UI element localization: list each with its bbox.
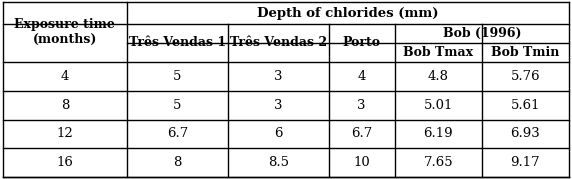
Text: 3: 3 [358, 99, 366, 112]
Text: Bob Tmax: Bob Tmax [403, 46, 474, 59]
Text: 6.7: 6.7 [166, 127, 188, 140]
Text: 4.8: 4.8 [428, 70, 449, 83]
Text: 8.5: 8.5 [268, 156, 289, 169]
Text: 5.61: 5.61 [511, 99, 540, 112]
Text: 4: 4 [61, 70, 69, 83]
Text: 8: 8 [61, 99, 69, 112]
Text: 6.93: 6.93 [511, 127, 541, 140]
Text: Bob Tmin: Bob Tmin [491, 46, 559, 59]
Text: Exposure time
(months): Exposure time (months) [14, 18, 116, 46]
Text: Porto: Porto [343, 37, 381, 50]
Text: Três Vendas 1: Três Vendas 1 [129, 37, 226, 50]
Text: 16: 16 [57, 156, 73, 169]
Text: 6.19: 6.19 [423, 127, 453, 140]
Text: 9.17: 9.17 [511, 156, 540, 169]
Text: Três Vendas 2: Três Vendas 2 [229, 37, 327, 50]
Text: 5.76: 5.76 [511, 70, 540, 83]
Text: 3: 3 [274, 99, 283, 112]
Text: 8: 8 [173, 156, 181, 169]
Text: 3: 3 [274, 70, 283, 83]
Text: 4: 4 [358, 70, 366, 83]
Text: 10: 10 [353, 156, 370, 169]
Text: 5: 5 [173, 70, 181, 83]
Text: 6.7: 6.7 [351, 127, 372, 140]
Text: 5: 5 [173, 99, 181, 112]
Text: 6: 6 [274, 127, 283, 140]
Text: Bob (1996): Bob (1996) [443, 27, 521, 40]
Text: Depth of chlorides (mm): Depth of chlorides (mm) [257, 6, 439, 20]
Text: 12: 12 [57, 127, 73, 140]
Text: 7.65: 7.65 [423, 156, 453, 169]
Text: 5.01: 5.01 [424, 99, 453, 112]
